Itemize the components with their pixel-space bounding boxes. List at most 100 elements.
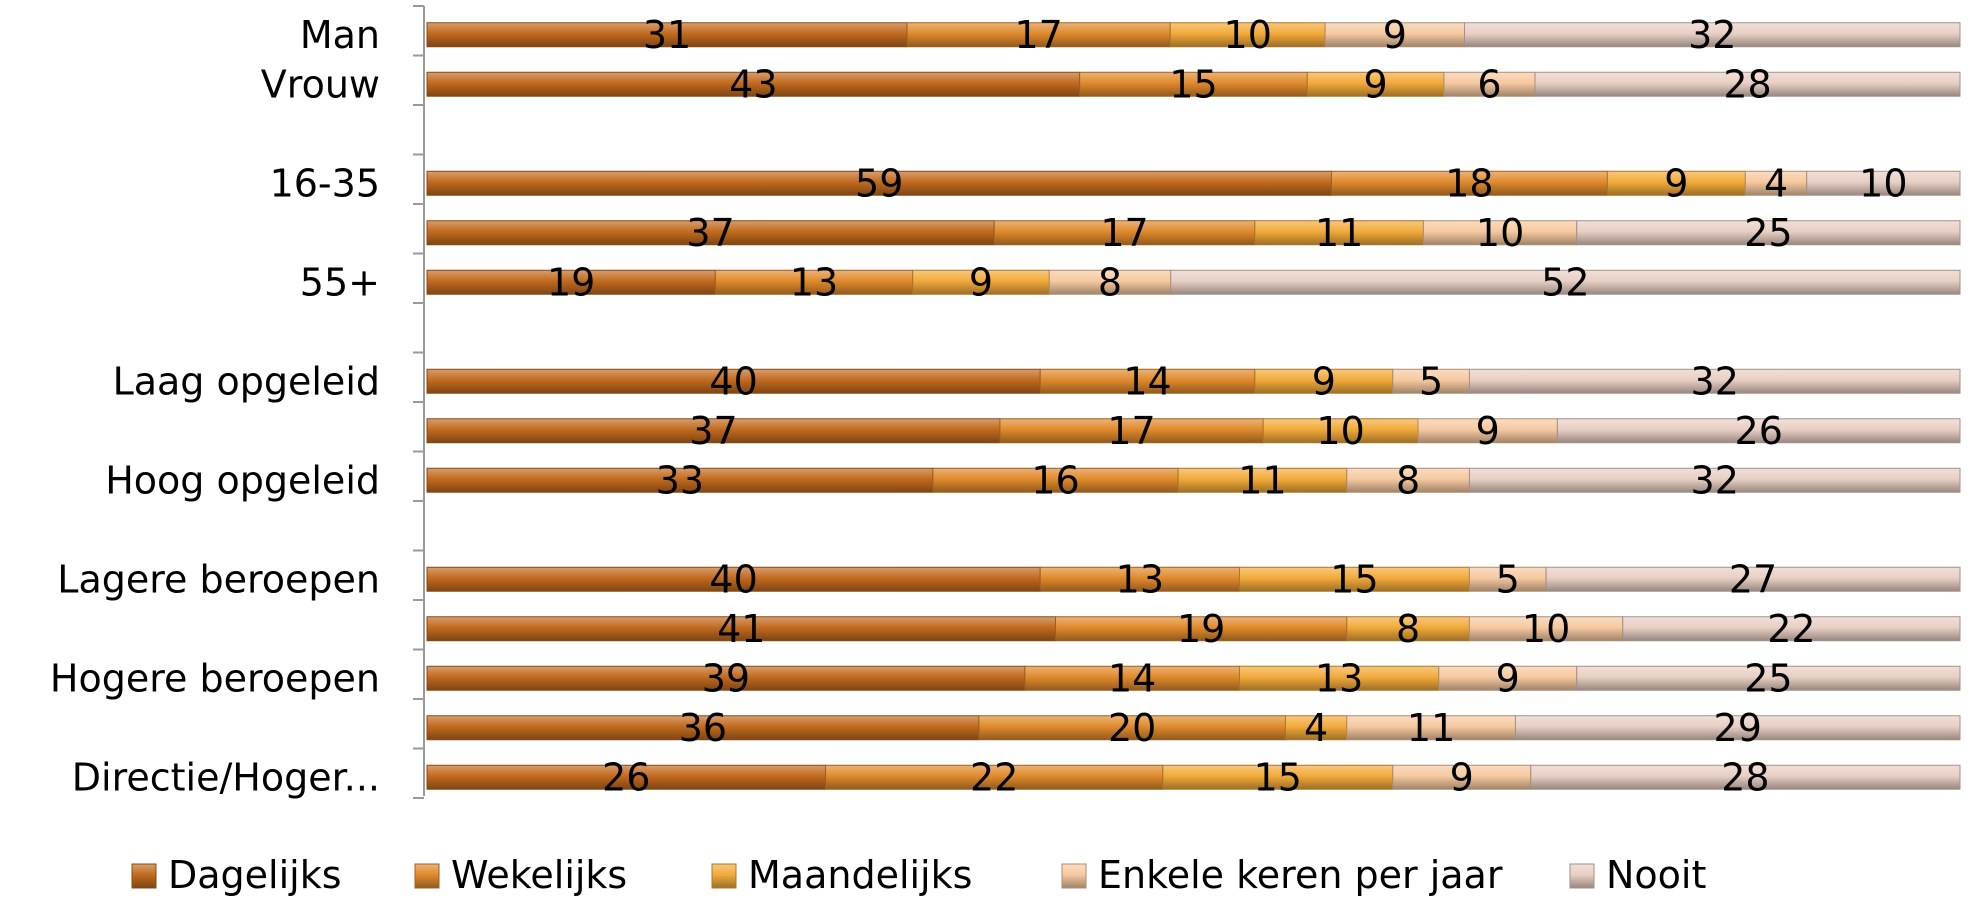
data-label: 27 — [1729, 557, 1777, 601]
category-labels: Man Vrouw 16-35 55+ Laag opgeleid Hoog opgele… — [50, 13, 380, 800]
data-label: 32 — [1691, 359, 1739, 403]
data-label: 40 — [709, 359, 757, 403]
legend-label: Enkele keren per jaar — [1098, 853, 1503, 897]
category-label: Laag opgeleid — [113, 359, 380, 403]
data-label: 10 — [1522, 607, 1570, 651]
data-label: 14 — [1123, 359, 1171, 403]
bar-segment — [1039, 368, 1256, 394]
data-label: 5 — [1496, 557, 1520, 601]
data-label: 10 — [1316, 409, 1364, 453]
data-label: 13 — [790, 260, 838, 304]
bar-segment — [1392, 764, 1532, 790]
legend-label: Dagelijks — [168, 853, 342, 897]
bar-segment — [1422, 220, 1578, 246]
category-label: Hogere beroepen — [50, 656, 380, 700]
bar-segment — [1606, 170, 1746, 196]
bar-segment — [912, 269, 1050, 295]
data-label: 22 — [970, 755, 1018, 799]
legend-swatch — [711, 863, 737, 889]
data-label: 26 — [602, 755, 650, 799]
data-label: 9 — [1450, 755, 1474, 799]
data-label: 59 — [855, 161, 903, 205]
category-label: Hoog opgeleid — [105, 458, 380, 502]
legend-label: Wekelijks — [451, 853, 627, 897]
data-label: 25 — [1744, 211, 1792, 255]
bar-segment — [906, 22, 1171, 48]
bar-segment — [1468, 467, 1961, 493]
bar-segment — [1170, 269, 1961, 295]
data-label: 11 — [1238, 458, 1286, 502]
data-label: 17 — [1014, 13, 1062, 57]
bar-segment — [1324, 22, 1465, 48]
data-label: 41 — [717, 607, 765, 651]
bar-segment — [1392, 368, 1470, 394]
data-label: 13 — [1116, 557, 1164, 601]
bar-segment — [978, 715, 1286, 741]
bar-segment — [999, 418, 1264, 444]
data-label: 8 — [1396, 458, 1420, 502]
bar-segment — [1330, 170, 1608, 196]
data-label: 14 — [1108, 656, 1156, 700]
bar-segment — [1622, 616, 1961, 642]
data-label: 32 — [1688, 13, 1736, 57]
data-label: 52 — [1541, 260, 1589, 304]
data-label: 9 — [969, 260, 993, 304]
data-label: 8 — [1396, 607, 1420, 651]
data-label: 39 — [702, 656, 750, 700]
data-label: 10 — [1476, 211, 1524, 255]
bar-segment — [426, 418, 1001, 444]
bar-segment — [1530, 764, 1961, 790]
bar-segment — [426, 220, 995, 246]
data-label: 17 — [1107, 409, 1155, 453]
data-label: 9 — [1312, 359, 1336, 403]
data-label: 15 — [1169, 62, 1217, 106]
bar-segment — [1556, 418, 1961, 444]
bar-segment — [1346, 467, 1470, 493]
bar-segment — [426, 368, 1041, 394]
bar-segment — [1048, 269, 1172, 295]
data-label: 10 — [1224, 13, 1272, 57]
bar-segment — [426, 71, 1081, 97]
data-label: 18 — [1445, 161, 1493, 205]
category-label: Lagere beroepen — [57, 557, 380, 601]
data-label: 16 — [1031, 458, 1079, 502]
bar-segment — [1468, 566, 1547, 592]
data-label: 5 — [1419, 359, 1443, 403]
bar-segment — [1162, 764, 1394, 790]
bar-segment — [1468, 368, 1961, 394]
bar-segment — [1039, 566, 1240, 592]
legend: Dagelijks Wekelijks Maandelijks Enkele kere… — [131, 853, 1706, 897]
legend-swatch — [1569, 863, 1595, 889]
data-label: 11 — [1315, 211, 1363, 255]
data-label: 11 — [1407, 706, 1455, 750]
bar-segment — [426, 269, 716, 295]
bar-segment — [714, 269, 914, 295]
data-label: 10 — [1859, 161, 1907, 205]
bar-segment — [1514, 715, 1961, 741]
data-label: 28 — [1723, 62, 1771, 106]
bar-segment — [1306, 71, 1445, 97]
legend-swatch — [131, 863, 157, 889]
data-label: 37 — [686, 211, 734, 255]
data-label: 29 — [1714, 706, 1762, 750]
legend-label: Maandelijks — [748, 853, 972, 897]
legend-swatch — [414, 863, 440, 889]
data-label: 15 — [1330, 557, 1378, 601]
bar-segment — [1576, 220, 1961, 246]
data-label: 32 — [1691, 458, 1739, 502]
data-label: 33 — [656, 458, 704, 502]
data-label: 13 — [1315, 656, 1363, 700]
data-label: 19 — [1177, 607, 1225, 651]
bar-segment — [1024, 665, 1240, 691]
data-label: 15 — [1254, 755, 1302, 799]
legend-swatch — [1061, 863, 1087, 889]
data-label: 26 — [1735, 409, 1783, 453]
data-label: 17 — [1100, 211, 1148, 255]
category-label: Man — [300, 13, 380, 57]
data-label: 4 — [1764, 161, 1788, 205]
bar-segment — [1177, 467, 1348, 493]
bar-segment — [1468, 616, 1624, 642]
bar-segment — [993, 220, 1256, 246]
